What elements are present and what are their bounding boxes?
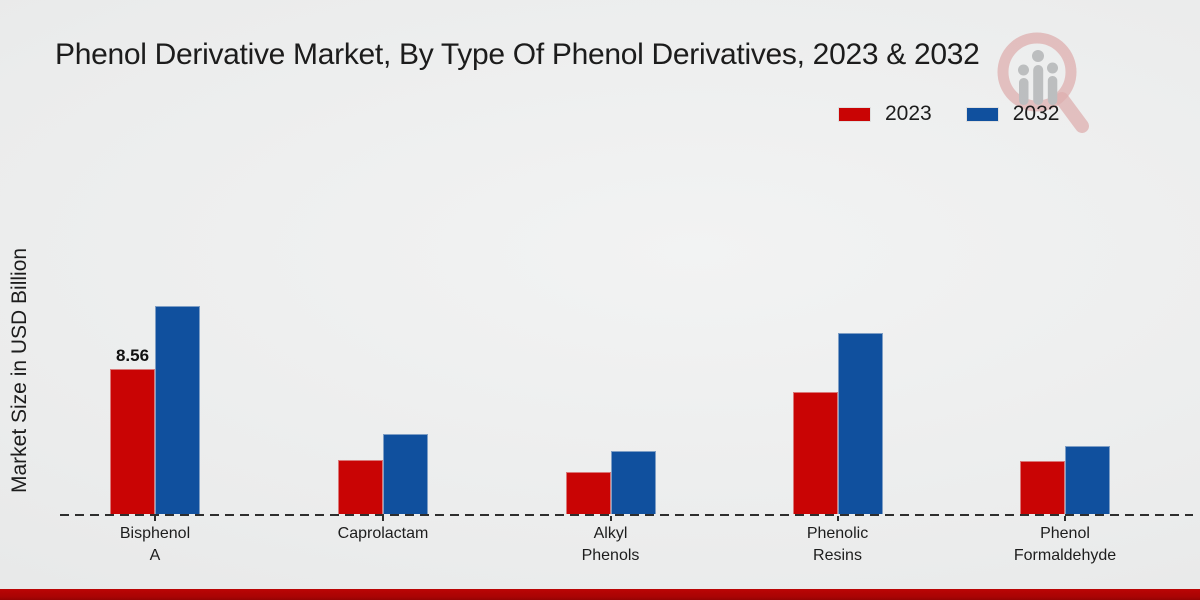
- x-axis-tick-phenolic-resins: [836, 516, 839, 521]
- x-axis-baseline: [60, 514, 1193, 516]
- x-axis-tick-phenol-formaldehyde: [1064, 516, 1066, 521]
- x-axis-tick-alkyl-phenols: [609, 516, 612, 521]
- bar-2032-bisphenol-a: [155, 306, 200, 514]
- category-label-phenolic-resins: Phenolic Resins: [806, 525, 869, 564]
- legend-label-2023: 2023: [885, 102, 932, 125]
- legend-item-2023: 2023: [838, 102, 932, 126]
- chart-title: Phenol Derivative Market, By Type Of Phe…: [55, 38, 980, 71]
- bar-2023-caprolactam: [338, 460, 383, 514]
- bar-2023-phenolic-resins: [792, 392, 838, 514]
- bar-2023-alkyl-phenols: [565, 472, 611, 514]
- category-label-caprolactam: Caprolactam: [337, 525, 429, 542]
- category-label-phenol-formaldehyde: Phenol Formaldehyde: [1013, 525, 1117, 564]
- x-axis-tick-bisphenol-a: [154, 516, 156, 521]
- bar-value-label: 8.56: [115, 346, 150, 365]
- footer-accent-band: [0, 589, 1200, 600]
- legend-swatch-2032: [965, 106, 999, 122]
- category-label-alkyl-phenols: Alkyl Phenols: [581, 525, 640, 564]
- x-axis-tick-caprolactam: [382, 516, 384, 521]
- bar-2032-phenol-formaldehyde: [1065, 446, 1110, 514]
- bar-2023-phenol-formaldehyde: [1020, 461, 1065, 514]
- legend-swatch-2023: [838, 106, 871, 122]
- category-label-bisphenol-a: Bisphenol A: [119, 525, 191, 564]
- legend: 2023 2032: [838, 102, 1059, 126]
- legend-label-2032: 2032: [1012, 102, 1060, 125]
- bar-2032-caprolactam: [383, 434, 428, 514]
- bar-2032-phenolic-resins: [837, 333, 883, 514]
- bar-2032-alkyl-phenols: [610, 451, 656, 514]
- bar-2023-bisphenol-a: [110, 369, 155, 514]
- legend-item-2032: 2032: [965, 102, 1060, 126]
- magnifier-bar-chart-logo-icon: [997, 32, 1089, 133]
